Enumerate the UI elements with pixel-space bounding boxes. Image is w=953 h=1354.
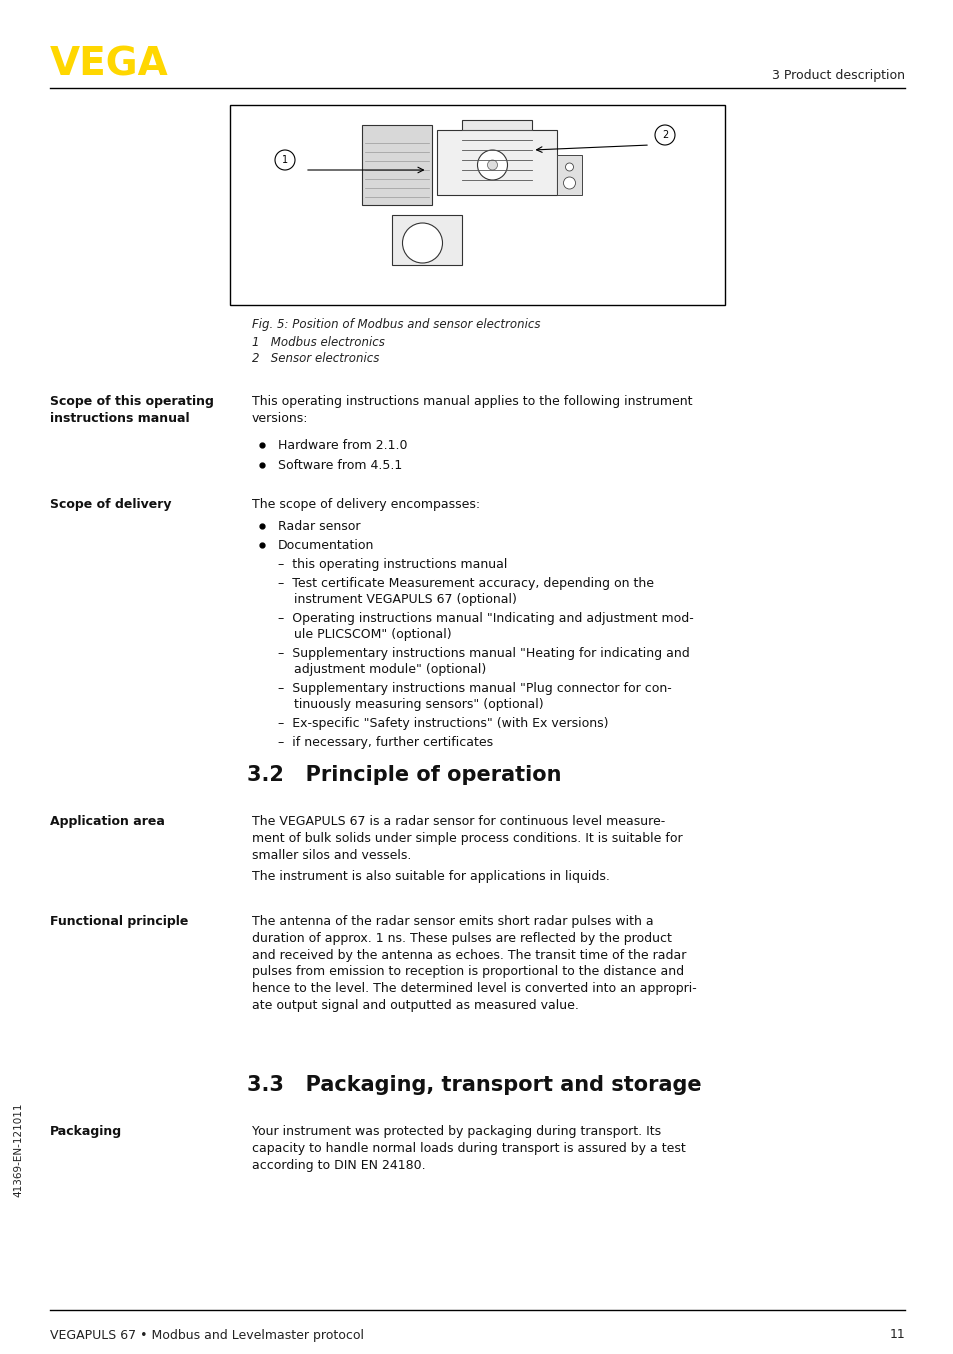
Text: Functional principle: Functional principle	[50, 915, 188, 927]
Bar	[462, 121, 532, 190]
Text: Application area: Application area	[50, 815, 165, 829]
Text: 3.2   Principle of operation: 3.2 Principle of operation	[247, 765, 561, 785]
Text: Scope of delivery: Scope of delivery	[50, 498, 172, 510]
Circle shape	[402, 223, 442, 263]
Bar	[230, 106, 724, 305]
Text: 3.3   Packaging, transport and storage: 3.3 Packaging, transport and storage	[247, 1075, 700, 1095]
Text: –  Ex-specific "Safety instructions" (with Ex versions): – Ex-specific "Safety instructions" (wit…	[277, 718, 608, 730]
Text: Scope of this operating
instructions manual: Scope of this operating instructions man…	[50, 395, 213, 425]
Text: Hardware from 2.1.0: Hardware from 2.1.0	[277, 439, 407, 452]
Text: –  Supplementary instructions manual "Heating for indicating and
    adjustment : – Supplementary instructions manual "Hea…	[277, 647, 689, 676]
Text: –  Supplementary instructions manual "Plug connector for con-
    tinuously meas: – Supplementary instructions manual "Plu…	[277, 682, 671, 711]
Circle shape	[565, 162, 573, 171]
Text: 2   Sensor electronics: 2 Sensor electronics	[252, 352, 379, 366]
Bar	[392, 215, 462, 265]
Text: 1   Modbus electronics: 1 Modbus electronics	[252, 336, 384, 349]
Text: VEGA: VEGA	[50, 46, 169, 84]
Text: This operating instructions manual applies to the following instrument
versions:: This operating instructions manual appli…	[252, 395, 692, 425]
Text: 3 Product description: 3 Product description	[771, 69, 904, 81]
Circle shape	[655, 125, 675, 145]
Text: 11: 11	[888, 1328, 904, 1342]
Circle shape	[477, 150, 507, 180]
Bar	[437, 130, 557, 195]
Text: –  this operating instructions manual: – this operating instructions manual	[277, 558, 507, 571]
Text: Radar sensor: Radar sensor	[277, 520, 360, 533]
Text: Your instrument was protected by packaging during transport. Its
capacity to han: Your instrument was protected by packagi…	[252, 1125, 685, 1171]
Text: The VEGAPULS 67 is a radar sensor for continuous level measure-
ment of bulk sol: The VEGAPULS 67 is a radar sensor for co…	[252, 815, 682, 861]
Text: Fig. 5: Position of Modbus and sensor electronics: Fig. 5: Position of Modbus and sensor el…	[252, 318, 540, 330]
Bar	[362, 125, 432, 204]
Circle shape	[563, 177, 575, 190]
Bar	[557, 154, 582, 195]
Text: Packaging: Packaging	[50, 1125, 122, 1137]
Text: The instrument is also suitable for applications in liquids.: The instrument is also suitable for appl…	[252, 871, 609, 883]
Text: –  if necessary, further certificates: – if necessary, further certificates	[277, 737, 493, 749]
Text: Documentation: Documentation	[277, 539, 374, 552]
Text: VEGAPULS 67 • Modbus and Levelmaster protocol: VEGAPULS 67 • Modbus and Levelmaster pro…	[50, 1328, 364, 1342]
Circle shape	[274, 150, 294, 171]
Text: 41369-EN-121011: 41369-EN-121011	[13, 1102, 23, 1197]
Text: Software from 4.5.1: Software from 4.5.1	[277, 459, 402, 473]
Text: The antenna of the radar sensor emits short radar pulses with a
duration of appr: The antenna of the radar sensor emits sh…	[252, 915, 696, 1011]
Text: –  Operating instructions manual "Indicating and adjustment mod-
    ule PLICSCO: – Operating instructions manual "Indicat…	[277, 612, 693, 640]
Circle shape	[487, 160, 497, 171]
Text: The scope of delivery encompasses:: The scope of delivery encompasses:	[252, 498, 479, 510]
Text: 1: 1	[282, 154, 288, 165]
Text: 2: 2	[661, 130, 667, 139]
Text: –  Test certificate Measurement accuracy, depending on the
    instrument VEGAPU: – Test certificate Measurement accuracy,…	[277, 577, 654, 607]
